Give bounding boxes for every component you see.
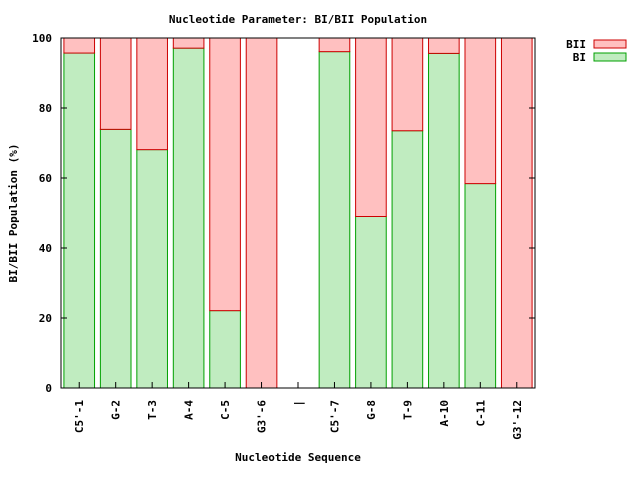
bar-bii	[355, 37, 387, 217]
x-tick-label: |	[292, 400, 305, 407]
y-tick-label: 60	[39, 172, 52, 185]
y-tick-label: 20	[39, 312, 52, 325]
bar-bii	[500, 37, 533, 389]
x-tick-label: A-10	[438, 400, 451, 427]
bar-bii	[245, 37, 278, 389]
bar-bii	[136, 37, 168, 151]
bar-bi	[391, 130, 424, 389]
x-tick-label: C5'-1	[73, 400, 86, 433]
x-tick-label: A-4	[183, 400, 196, 420]
plot-frame	[60, 37, 536, 389]
x-tick-label: C-11	[474, 400, 487, 427]
bar-bii	[464, 37, 497, 185]
y-tick-label: 80	[39, 102, 52, 115]
x-tick-label: G-8	[365, 400, 378, 420]
y-tick-label: 100	[32, 32, 52, 45]
legend-label: BII	[566, 38, 586, 51]
legend-swatch	[593, 52, 627, 62]
x-tick-label: T-9	[401, 400, 414, 420]
bar-bi	[355, 216, 387, 389]
y-axis-label: BI/BII Population (%)	[7, 143, 20, 282]
bar-bi	[318, 51, 351, 389]
bar-bi	[63, 52, 96, 389]
bar-bi	[136, 149, 168, 389]
y-axis: 0 20 40 60 80 100	[32, 32, 535, 395]
bar-bii	[63, 37, 96, 54]
x-axis: C5'-1 G-2 T-3 A-4 C-5 G3'-6 | C5'-7 G-8 T-9 A-10 C-…	[73, 382, 524, 440]
x-tick-label: C5'-7	[328, 400, 341, 433]
y-tick-label: 0	[45, 382, 52, 395]
legend-label: BI	[573, 51, 586, 64]
x-tick-label: C-5	[219, 400, 232, 420]
bar-bi	[99, 128, 132, 389]
bar-bii	[172, 37, 205, 49]
x-tick-label: G3'-12	[511, 400, 524, 440]
chart-title: Nucleotide Parameter: BI/BII Population	[169, 13, 427, 26]
bar-bi	[172, 47, 205, 389]
y-tick-label: 40	[39, 242, 52, 255]
legend-swatch	[593, 39, 627, 49]
bar-bi	[464, 183, 497, 389]
bar-bii	[428, 37, 460, 54]
x-tick-label: T-3	[146, 400, 159, 420]
bar-bii	[99, 37, 132, 130]
bar-group	[63, 37, 533, 389]
bar-bii	[209, 37, 241, 312]
bar-bi	[428, 52, 460, 389]
x-axis-label: Nucleotide Sequence	[235, 451, 361, 464]
x-tick-label: G3'-6	[256, 400, 269, 433]
bar-bii	[391, 37, 424, 132]
bar-bi	[209, 310, 241, 389]
x-tick-label: G-2	[110, 400, 123, 420]
bar-bii	[318, 37, 351, 53]
